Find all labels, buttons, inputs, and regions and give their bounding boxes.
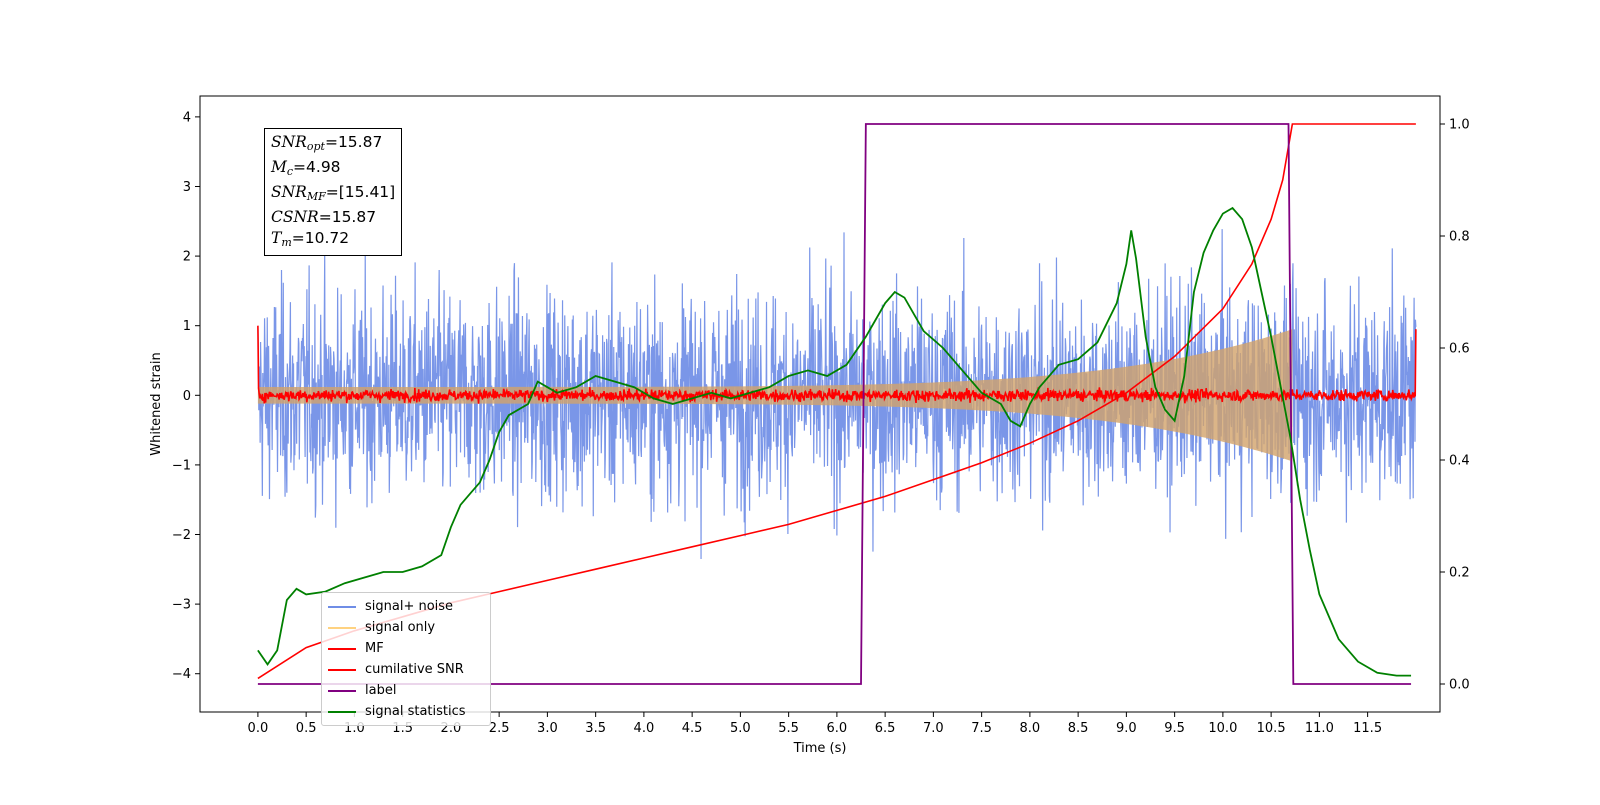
- y-tick-label: −1: [172, 458, 191, 473]
- annotation-csnr: CSNR=15.87: [271, 208, 377, 226]
- y-tick-label: 4: [183, 110, 191, 125]
- x-tick-label: 11.5: [1353, 721, 1382, 736]
- x-tick-label: 8.0: [1020, 721, 1041, 736]
- x-tick-label: 7.5: [971, 721, 992, 736]
- legend-label: signal+ noise: [365, 599, 454, 614]
- plot-frame: [199, 95, 1441, 713]
- y-tick-label: 3: [183, 180, 191, 195]
- annotation-csnr-value: =15.87: [318, 208, 377, 226]
- x-tick-label: 11.0: [1305, 721, 1334, 736]
- legend-swatch: [328, 689, 356, 692]
- x-tick-label: 6.5: [875, 721, 896, 736]
- y-right-tick-label: 1.0: [1449, 118, 1470, 133]
- x-tick-label: 4.0: [634, 721, 655, 736]
- annotation-snr-mf-value: =[15.41]: [325, 183, 396, 201]
- series-mf-line: [257, 325, 1417, 404]
- x-tick-label: 3.5: [585, 721, 606, 736]
- y-axis-right-ticks: 0.0 0.2 0.4 0.6 0.8 1.0: [1440, 118, 1470, 693]
- legend-swatch: [328, 647, 356, 650]
- x-tick-label: 10.5: [1257, 721, 1286, 736]
- y-tick-label: −3: [172, 598, 191, 613]
- x-tick-label: 0.5: [296, 721, 317, 736]
- legend-label: signal only: [365, 620, 436, 635]
- y-tick-label: −2: [172, 528, 191, 543]
- annotation-tm-value: =10.72: [291, 229, 350, 247]
- annotation-tm: Tm=10.72: [271, 229, 350, 249]
- legend-swatch: [328, 626, 356, 629]
- x-tick-label: 4.5: [682, 721, 703, 736]
- legend-item-signal-noise: signal+ noise: [328, 596, 484, 617]
- y-tick-label: 0: [183, 389, 191, 404]
- x-tick-label: 5.5: [778, 721, 799, 736]
- series-label-line: [257, 123, 1412, 685]
- y-right-tick-label: 0.2: [1449, 566, 1470, 581]
- annotation-snr-opt-value: =15.87: [324, 133, 383, 151]
- y-axis-label: Whitened strain: [149, 352, 164, 455]
- x-tick-label: 6.0: [827, 721, 848, 736]
- x-tick-label: 2.5: [489, 721, 510, 736]
- x-tick-label: 9.0: [1116, 721, 1137, 736]
- x-axis-label: Time (s): [793, 741, 847, 756]
- y-right-tick-label: 0.4: [1449, 454, 1470, 469]
- legend-label: label: [365, 683, 397, 698]
- legend-label: cumilative SNR: [365, 662, 464, 677]
- annotation-snr-mf: SNRMF=[15.41]: [271, 183, 396, 203]
- x-tick-label: 8.5: [1068, 721, 1089, 736]
- annotation-box: SNRopt=15.87 Mc=4.98 SNRMF=[15.41] CSNR=…: [264, 128, 403, 256]
- x-tick-label: 10.0: [1208, 721, 1237, 736]
- legend-item-mf: MF: [328, 638, 484, 659]
- legend-item-signal-only: signal only: [328, 617, 484, 638]
- y-axis-ticks: −4 −3 −2 −1 0 1 2 3 4: [172, 110, 200, 682]
- legend-item-signal-statistics: signal statistics: [328, 701, 484, 722]
- legend-item-cumulative-snr: cumilative SNR: [328, 659, 484, 680]
- x-tick-label: 0.0: [248, 721, 269, 736]
- y-right-tick-label: 0.6: [1449, 342, 1470, 357]
- annotation-snr-opt: SNRopt=15.87: [271, 133, 383, 153]
- x-tick-label: 3.0: [537, 721, 558, 736]
- annotation-mc: Mc=4.98: [271, 158, 341, 178]
- annotation-mc-value: =4.98: [293, 158, 341, 176]
- legend-label: MF: [365, 641, 384, 656]
- y-right-tick-label: 0.8: [1449, 230, 1470, 245]
- y-tick-label: −4: [172, 667, 191, 682]
- x-tick-label: 7.0: [923, 721, 944, 736]
- series-signal-statistics-line: [257, 206, 1412, 677]
- legend-swatch: [328, 668, 356, 671]
- legend-label: signal statistics: [365, 704, 466, 719]
- y-tick-label: 2: [183, 250, 191, 265]
- x-tick-label: 5.0: [730, 721, 751, 736]
- x-tick-label: 9.5: [1164, 721, 1185, 736]
- legend-swatch: [328, 710, 356, 713]
- y-tick-label: 1: [183, 319, 191, 334]
- legend: signal+ noise signal only MF cumilative …: [321, 592, 491, 726]
- legend-swatch: [328, 605, 356, 608]
- y-right-tick-label: 0.0: [1449, 678, 1470, 693]
- legend-item-label: label: [328, 680, 484, 701]
